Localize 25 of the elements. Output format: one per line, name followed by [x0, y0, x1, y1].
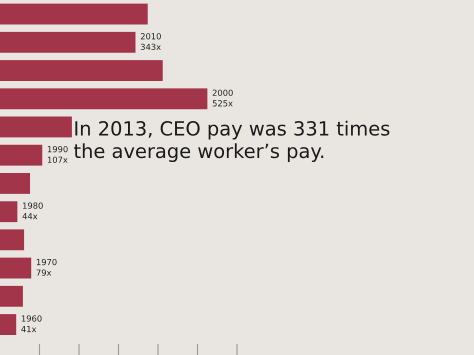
bar	[0, 116, 72, 138]
y-tick-label: 1980	[23, 202, 43, 209]
bar	[0, 286, 23, 307]
data-label: 343x	[140, 44, 161, 50]
annotation: In 2013, CEO pay was 331 times the average worker’s pay.	[74, 120, 390, 162]
bar	[0, 4, 148, 25]
bar	[0, 32, 136, 53]
bar	[0, 314, 16, 335]
y-tick-label: 2000	[212, 90, 233, 96]
data-label: 525x	[212, 100, 233, 106]
bar	[0, 229, 24, 250]
bar	[0, 172, 30, 194]
y-tick-label: 2010	[140, 33, 161, 40]
data-label: 79x	[36, 270, 52, 276]
bar	[0, 144, 42, 166]
bar	[0, 201, 18, 222]
y-tick-label: 1990	[48, 146, 68, 152]
bar	[0, 60, 163, 81]
y-tick-label: 1960	[22, 315, 42, 322]
data-label: 107x	[48, 156, 68, 163]
y-tick-label: 1970	[36, 258, 57, 266]
bar	[0, 88, 208, 110]
bar	[0, 258, 32, 279]
data-label: 41x	[21, 326, 36, 332]
data-label: 44x	[22, 213, 38, 220]
